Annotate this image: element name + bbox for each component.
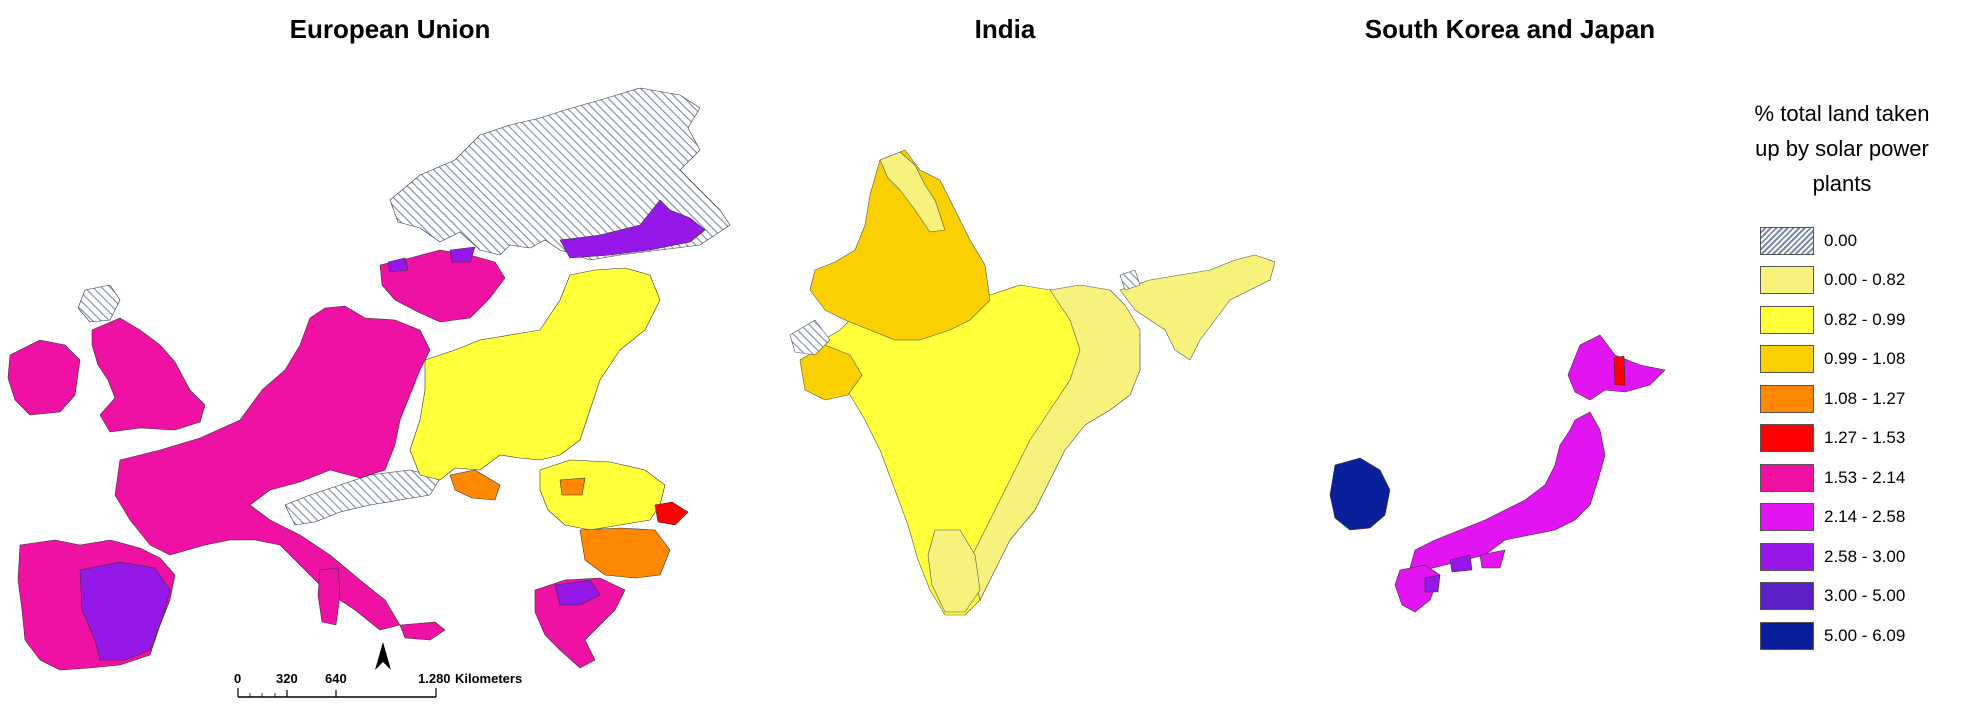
region-india-south (927, 529, 981, 613)
legend-item: 2.58 - 3.00 (1760, 537, 1962, 577)
scale-tick-320: 320 (276, 671, 298, 686)
region-india-northeast-hatched (1119, 269, 1141, 291)
region-croatia (449, 469, 586, 501)
region-hokkaido-red (1613, 355, 1626, 386)
region-shikoku (1479, 549, 1506, 569)
scale-bar: 0 320 640 1.280 Kilometers (234, 642, 522, 698)
region-greece-purple (554, 579, 601, 606)
legend-swatch (1760, 266, 1814, 295)
legend-item: 0.82 - 0.99 (1760, 300, 1962, 340)
legend-item: 0.00 (1760, 221, 1962, 261)
region-scotland-north (77, 284, 121, 323)
legend-swatch (1760, 582, 1814, 611)
legend-item: 2.14 - 2.58 (1760, 498, 1962, 538)
region-kyushu-purple (1424, 574, 1441, 593)
scale-tick-1280: 1.280 (418, 671, 451, 686)
legend-item: 1.53 - 2.14 (1760, 458, 1962, 498)
legend-swatch (1760, 463, 1814, 492)
region-ireland (7, 339, 81, 416)
legend-label: 0.82 - 0.99 (1824, 309, 1906, 329)
region-south-korea (1329, 457, 1391, 531)
legend-title: % total land taken up by solar power pla… (1722, 96, 1962, 201)
legend-swatch (1760, 305, 1814, 334)
region-sardinia (317, 567, 341, 626)
region-india-east (969, 284, 1141, 601)
region-denmark (379, 249, 506, 323)
region-honshu-purple (1449, 554, 1473, 573)
legend-swatch (1760, 621, 1814, 650)
legend-label: 0.00 (1824, 230, 1858, 250)
korea-japan-map (1329, 334, 1666, 613)
legend: % total land taken up by solar power pla… (1722, 96, 1962, 656)
legend-title-line: % total land taken (1754, 101, 1930, 126)
region-scandinavia (389, 87, 731, 261)
region-spain-purple (79, 561, 171, 661)
region-bulgaria (579, 527, 671, 579)
region-greece (534, 577, 626, 669)
legend-swatch (1760, 345, 1814, 374)
legend-label: 0.00 - 0.82 (1824, 270, 1906, 290)
scale-tick-640: 640 (325, 671, 347, 686)
legend-label: 0.99 - 1.08 (1824, 349, 1906, 369)
region-romania (539, 459, 666, 531)
region-india-gujarat (799, 344, 863, 401)
region-india-north (879, 151, 946, 233)
legend-item: 1.08 - 1.27 (1760, 379, 1962, 419)
legend-item: 0.00 - 0.82 (1760, 261, 1962, 301)
legend-swatch (1760, 542, 1814, 571)
legend-label: 3.00 - 5.00 (1824, 586, 1906, 606)
legend-title-line: up by solar power (1755, 136, 1929, 161)
legend-swatch (1760, 384, 1814, 413)
region-honshu (1409, 411, 1606, 571)
legend-label: 1.08 - 1.27 (1824, 388, 1906, 408)
region-switzerland (284, 469, 441, 526)
legend-swatch (1760, 503, 1814, 532)
eu-panel-title: European Union (289, 14, 491, 44)
region-denmark-purple (387, 246, 476, 273)
region-finland-east (559, 199, 706, 259)
legend-list: 0.00 0.00 - 0.82 0.82 - 0.99 0.99 - 1.08 1.0… (1760, 221, 1962, 656)
region-eastern-europe (409, 267, 661, 481)
legend-item: 0.99 - 1.08 (1760, 340, 1962, 380)
legend-swatch (1760, 226, 1814, 255)
region-india-northwest (809, 149, 991, 341)
region-sicily (399, 621, 446, 641)
region-great-britain (91, 317, 206, 433)
legend-label: 2.14 - 2.58 (1824, 507, 1906, 527)
scale-unit: Kilometers (455, 671, 522, 686)
scale-tick-0: 0 (234, 671, 241, 686)
legend-label: 1.53 - 2.14 (1824, 467, 1906, 487)
india-panel-title: India (974, 14, 1036, 44)
region-bulgaria-east (654, 501, 689, 526)
eu-map (7, 87, 731, 671)
india-map (789, 149, 1276, 616)
legend-swatch (1760, 424, 1814, 453)
legend-item: 1.27 - 1.53 (1760, 419, 1962, 459)
legend-label: 2.58 - 3.00 (1824, 546, 1906, 566)
korea-japan-panel-title: South Korea and Japan (1364, 14, 1656, 44)
legend-label: 1.27 - 1.53 (1824, 428, 1906, 448)
region-western-europe (114, 305, 431, 631)
legend-title-line: plants (1812, 171, 1872, 196)
legend-item: 3.00 - 5.00 (1760, 577, 1962, 617)
legend-label: 5.00 - 6.09 (1824, 625, 1906, 645)
region-kyushu (1394, 564, 1441, 613)
region-india-northeast (1119, 254, 1276, 361)
north-arrow-icon (375, 642, 391, 670)
legend-item: 5.00 - 6.09 (1760, 616, 1962, 656)
region-india-west-hatched (789, 319, 831, 356)
